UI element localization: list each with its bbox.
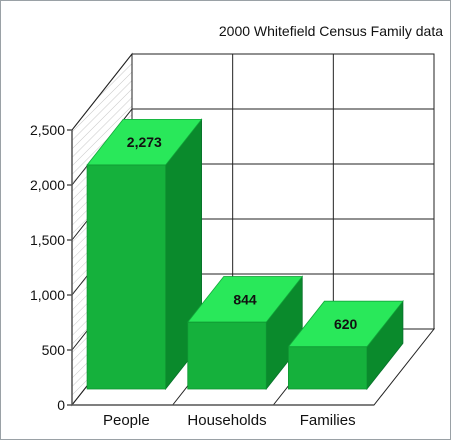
chart-title: 2000 Whitefield Census Family data: [219, 23, 443, 39]
y-tick-label: 1,500: [30, 232, 65, 248]
x-category-label: Families: [300, 412, 356, 429]
x-category-label: People: [103, 412, 150, 429]
data-label: 844: [233, 291, 257, 307]
y-tick-label: 0: [57, 397, 65, 413]
y-tick-label: 1,000: [30, 287, 65, 303]
y-tick-label: 2,000: [30, 177, 65, 193]
bar-families: 620: [287, 300, 404, 391]
data-label: 620: [334, 316, 358, 332]
y-tick-label: 500: [42, 342, 66, 358]
bar-households: 844: [186, 275, 304, 391]
x-axis-categories: People Households Families: [103, 412, 356, 429]
bar-front-face: [288, 346, 368, 390]
bar-front-face: [86, 164, 166, 390]
gridline-side: [71, 53, 133, 131]
bar-front-face: [187, 321, 267, 390]
x-category-label: Households: [187, 412, 266, 429]
y-axis-ticks: 0 500 1,000 1,500 2,000 2,500: [30, 122, 72, 413]
y-tick-label: 2,500: [30, 122, 65, 138]
bars: 2,273 844 620: [86, 118, 404, 391]
axes: [71, 130, 374, 406]
bar-people: 2,273: [86, 118, 203, 391]
data-label: 2,273: [127, 134, 162, 150]
